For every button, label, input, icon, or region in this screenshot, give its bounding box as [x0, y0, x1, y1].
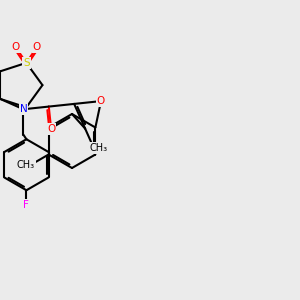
Text: CH₃: CH₃ — [17, 160, 35, 170]
Text: O: O — [33, 42, 41, 52]
Text: O: O — [12, 42, 20, 52]
Text: CH₃: CH₃ — [89, 143, 107, 153]
Text: S: S — [23, 58, 30, 68]
Text: N: N — [20, 104, 27, 114]
Text: F: F — [23, 200, 29, 210]
Text: O: O — [97, 96, 105, 106]
Text: O: O — [47, 124, 55, 134]
